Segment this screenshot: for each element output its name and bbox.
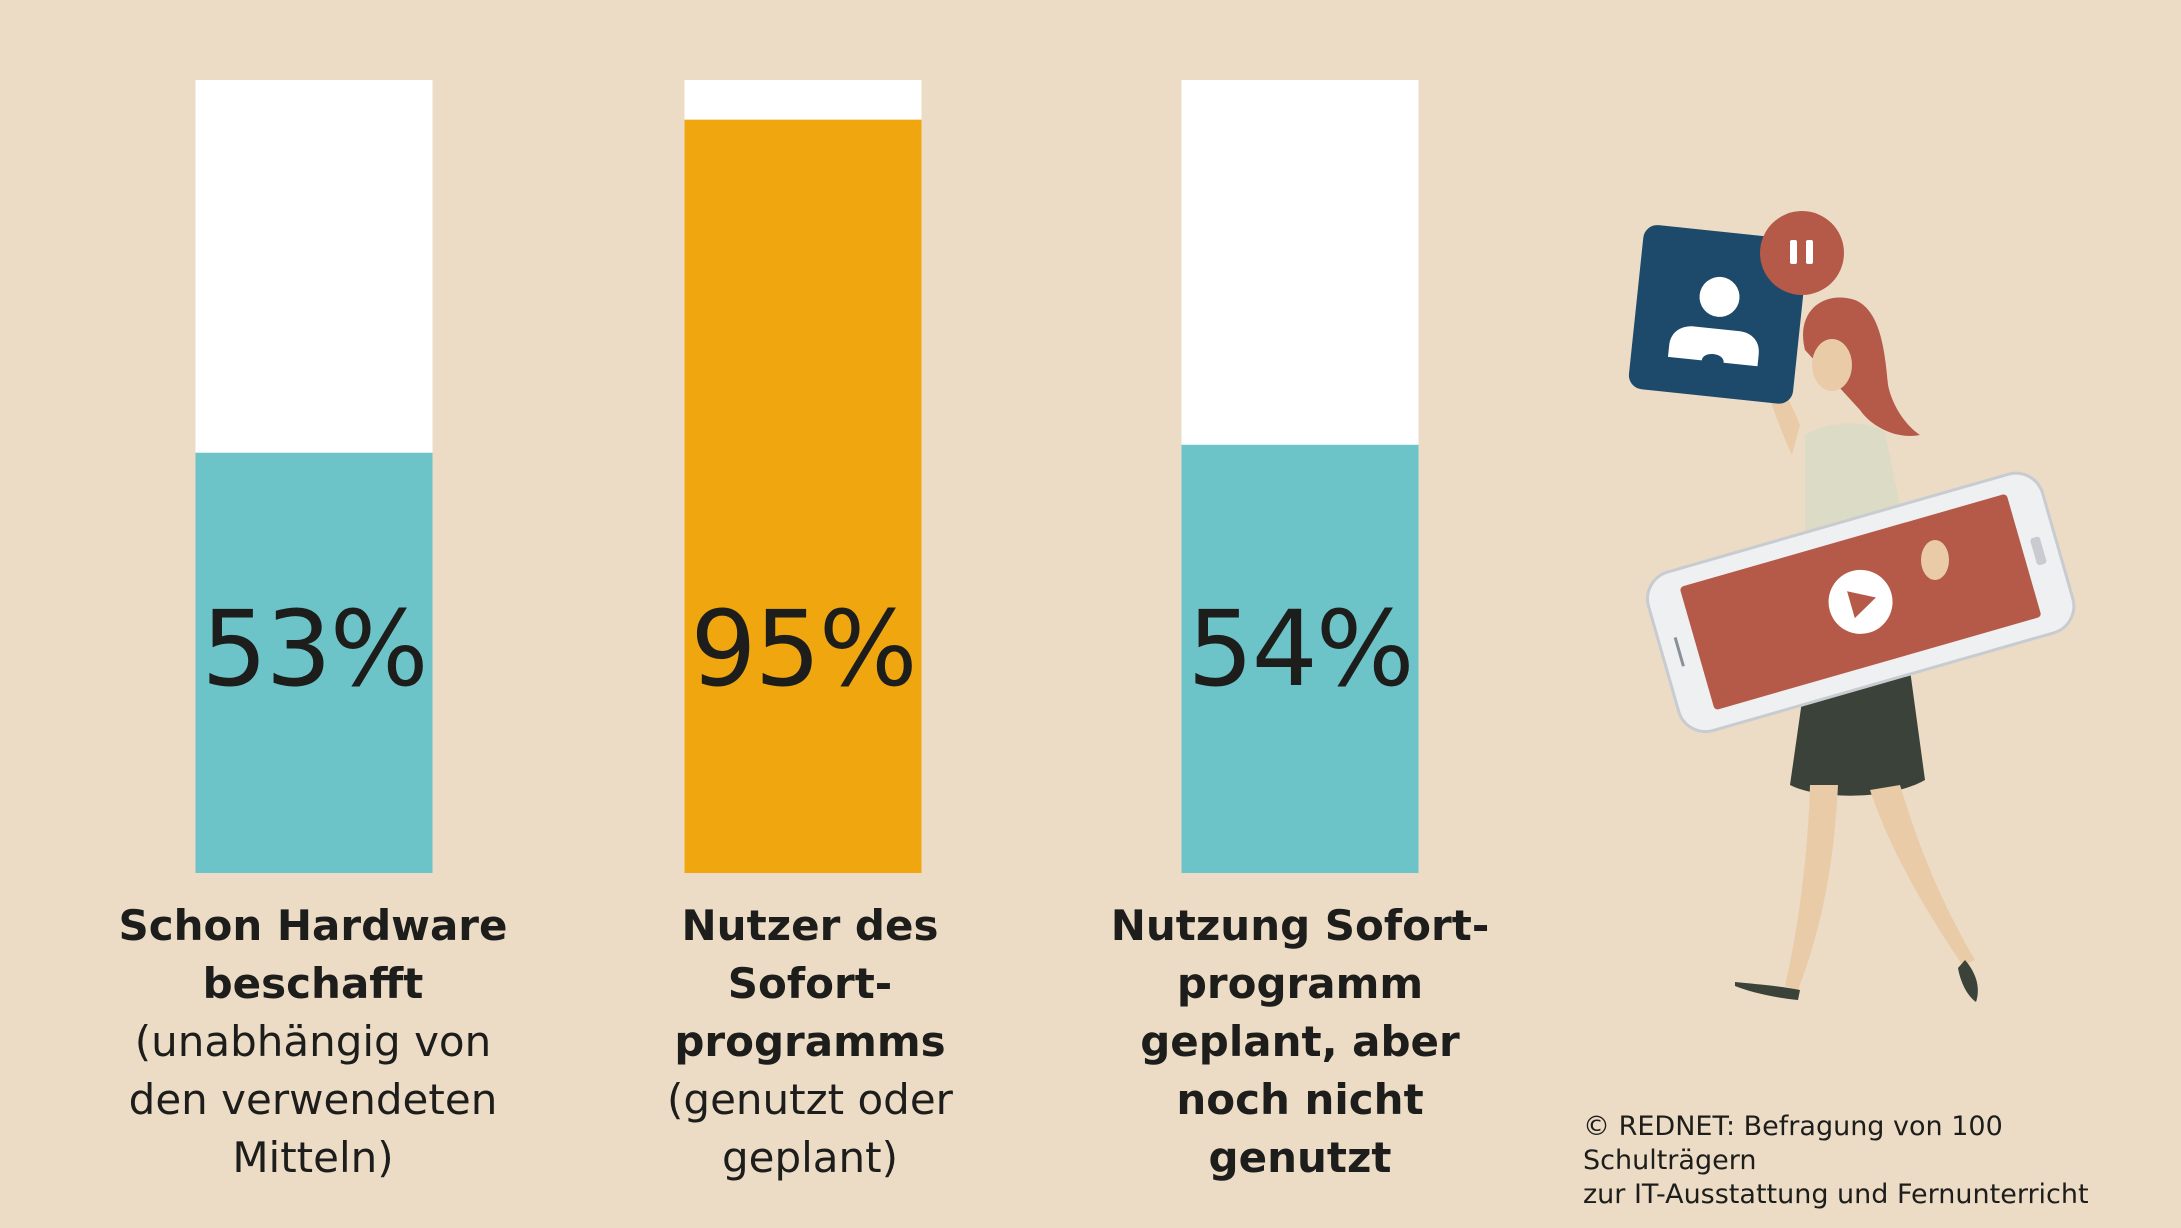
hand-shape	[1921, 540, 1949, 580]
pause-icon-bar-2	[1806, 240, 1813, 264]
right-shoe	[1958, 960, 1978, 1002]
bar-value-label-1: 53%	[201, 588, 426, 710]
left-shoe	[1735, 982, 1800, 1000]
bar-label-1-bold-1: Schon Hardware	[118, 901, 508, 950]
bar-value-label-3: 54%	[1187, 588, 1412, 710]
bar-label-1-normal-1: (unabhängig von	[134, 1017, 492, 1066]
bar-label-2-normal-1: (genutzt oder	[667, 1075, 953, 1124]
bar-label-2-bold-1: Nutzer des Sofort-	[681, 901, 939, 1008]
profile-icon	[1667, 326, 1759, 367]
bar-value-label-2: 95%	[690, 588, 915, 710]
source-line-1: © REDNET: Befragung von 100 Schulträgern	[1583, 1111, 2003, 1176]
bar-label-3-bold-3: geplant, aber	[1140, 1017, 1460, 1066]
phone-speaker	[1673, 636, 1685, 667]
hair-shape	[1803, 297, 1920, 436]
bar-label-2: Nutzer des Sofort- programms (genutzt od…	[600, 897, 1020, 1187]
face-shape	[1812, 339, 1852, 391]
bar-label-3-bold-4: noch nicht	[1176, 1075, 1424, 1124]
bar-2	[684, 119, 922, 873]
bar-label-1-normal-3: Mitteln)	[232, 1133, 394, 1182]
bar-label-1: Schon Hardware beschafft (unabhängig von…	[103, 897, 523, 1187]
bar-label-1-bold-2: beschafft	[202, 959, 424, 1008]
pause-icon-bar-1	[1790, 240, 1797, 264]
bar-label-3-bold-5: genutzt	[1208, 1133, 1392, 1182]
bar-1	[195, 452, 433, 873]
bar-label-3: Nutzung Sofort- programm geplant, aber n…	[1090, 897, 1510, 1187]
right-leg	[1870, 785, 1975, 966]
bar-label-2-bold-2: programms	[674, 1017, 946, 1066]
phone-button	[2030, 536, 2047, 566]
play-icon-triangle	[1847, 591, 1876, 619]
profile-icon-head	[1699, 276, 1740, 317]
woman-with-media-illustration	[1628, 211, 2076, 1002]
bar-label-3-bold-1: Nutzung Sofort-	[1110, 901, 1490, 950]
skirt-shape	[1790, 670, 1925, 796]
bar-label-1-normal-2: den verwendeten	[128, 1075, 498, 1124]
pause-badge	[1760, 211, 1844, 295]
source-credit: © REDNET: Befragung von 100 Schulträgern…	[1583, 1110, 2163, 1212]
bar-label-2-normal-2: geplant)	[721, 1133, 899, 1182]
bar-label-3-bold-2: programm	[1176, 959, 1424, 1008]
bar-3	[1181, 444, 1419, 873]
source-line-2: zur IT-Ausstattung und Fernunterricht	[1583, 1179, 2089, 1210]
left-leg	[1785, 785, 1838, 990]
